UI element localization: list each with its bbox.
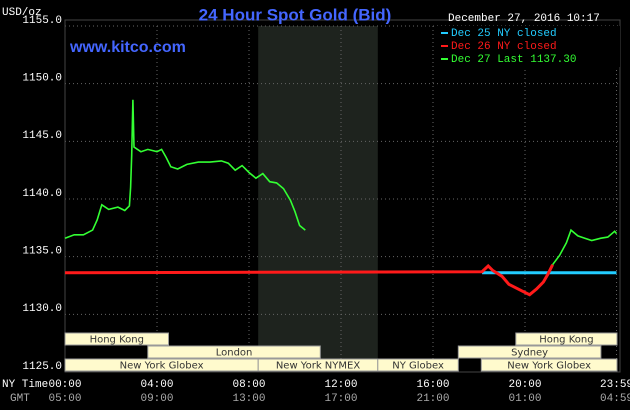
x-tick-label-gmt: 09:00 [140,393,173,405]
x-tick-label: 16:00 [416,379,449,391]
session-label: New York Globex [120,361,204,372]
x-tick-label-gmt: 05:00 [48,393,81,405]
session-label: New York NYMEX [276,361,361,372]
legend-entry: Dec 25 NY closed [451,28,557,40]
x-tick-label: 00:00 [48,379,81,391]
session-bar [515,332,618,346]
x-tick-label: 20:00 [508,379,541,391]
x-tick-label-gmt: 04:59 [600,393,630,405]
plot-underlay [64,19,621,373]
session-bar [457,345,602,359]
watermark: www.kitco.com [69,39,186,56]
legend-entry: Dec 26 NY closed [451,41,557,53]
session-label: Hong Kong [539,335,593,346]
x-row-label: GMT [10,393,30,405]
legend-box [437,26,620,67]
session-bar [480,358,618,372]
session-label: New York Globex [507,361,591,372]
y-tick-label: 1145.0 [22,130,62,142]
y-tick-label: 1130.0 [22,303,62,315]
session-label: NY Globex [392,361,444,372]
session-label: London [216,348,253,359]
timestamp: December 27, 2016 10:17 [448,13,600,25]
x-tick-label-gmt: 21:00 [416,393,449,405]
legend-entry: Dec 27 Last 1137.30 [451,54,576,66]
y-tick-label: 1125.0 [22,361,62,373]
x-tick-label-gmt: 17:00 [324,393,357,405]
session-bar [377,358,459,372]
x-tick-label-gmt: 01:00 [508,393,541,405]
session-bar [147,345,321,359]
session-label: Sydney [511,348,548,359]
price-line [64,263,554,297]
y-tick-label: 1135.0 [22,246,62,258]
session-label: Hong Kong [90,335,144,346]
x-tick-label: 08:00 [232,379,265,391]
price-line [64,99,618,266]
x-row-label: NY Time [2,379,48,391]
unit-label: USD/oz [2,7,42,19]
session-bar [64,332,169,346]
x-tick-label: 12:00 [324,379,357,391]
y-tick-label: 1150.0 [22,73,62,85]
y-tick-label: 1140.0 [22,188,62,200]
y-tick-label: 1155.0 [22,15,62,27]
chart-title: 24 Hour Spot Gold (Bid) [199,5,392,24]
x-tick-label-gmt: 13:00 [232,393,265,405]
x-tick-label: 04:00 [140,379,173,391]
x-tick-label: 23:59 [600,379,630,391]
plot-frame [64,19,621,373]
